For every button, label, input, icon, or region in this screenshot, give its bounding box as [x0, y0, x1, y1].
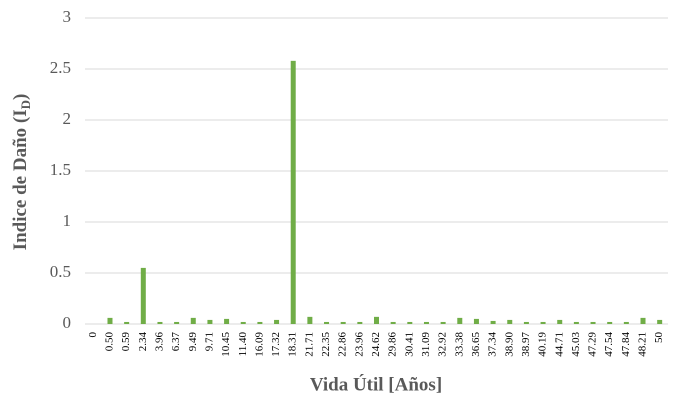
x-tick-label: 44.71 — [553, 332, 565, 357]
bar — [107, 317, 113, 324]
bar — [623, 321, 629, 324]
y-axis-title: Indice de Daño (ID) — [10, 94, 33, 251]
y-tick-label: 2 — [63, 109, 72, 128]
y-axis-title-close: ) — [10, 94, 31, 100]
bar — [607, 321, 613, 324]
x-tick-label: 10.45 — [220, 332, 232, 357]
bar — [440, 321, 446, 324]
bar — [640, 317, 646, 324]
x-tick-label: 0.50 — [104, 332, 116, 352]
bar — [423, 321, 429, 324]
x-tick-label: 9.49 — [187, 332, 199, 352]
x-tick-label: 0.59 — [120, 332, 132, 352]
bar — [490, 320, 496, 324]
bar — [190, 317, 196, 324]
x-tick-label: 38.90 — [503, 332, 515, 357]
x-tick-label: 50 — [653, 332, 665, 344]
bar — [157, 321, 163, 324]
x-tick-label: 29.86 — [387, 332, 399, 357]
bar — [540, 321, 546, 324]
y-axis-title-text: Indice de Daño (I — [10, 109, 31, 250]
bar — [274, 319, 280, 324]
x-tick-label: 37.34 — [487, 332, 499, 357]
x-axis-title: Vida Útil [Años] — [310, 373, 442, 395]
x-tick-label: 16.09 — [253, 332, 265, 357]
bar — [290, 60, 296, 325]
x-tick-label: 40.19 — [537, 332, 549, 357]
x-tick-label: 21.71 — [303, 332, 315, 357]
x-tick-label: 45.03 — [570, 332, 582, 357]
bar — [240, 321, 246, 324]
x-tick-label: 18.31 — [287, 332, 299, 357]
x-tick-label: 3.96 — [153, 332, 165, 352]
bar — [257, 321, 263, 324]
bar — [374, 316, 379, 324]
x-tick-label: 32.92 — [437, 332, 449, 357]
bar — [124, 321, 130, 324]
x-tick-label: 33.38 — [453, 332, 465, 357]
bar — [657, 319, 663, 324]
y-tick-label: 3 — [63, 7, 72, 26]
x-tick-label: 23.96 — [353, 332, 365, 357]
bar — [174, 321, 180, 324]
x-tick-label: 30.41 — [403, 332, 415, 357]
x-tick-label: 31.09 — [420, 332, 432, 357]
x-tick-label: 9.71 — [203, 332, 215, 351]
bar — [324, 321, 330, 324]
x-tick-label: 47.54 — [603, 332, 615, 357]
bar — [557, 319, 563, 324]
bar — [590, 321, 596, 324]
x-tick-label: 48.21 — [637, 332, 649, 357]
y-tick-label: 1 — [63, 211, 72, 230]
x-tick-label: 2.34 — [137, 332, 149, 352]
y-axis-title-subscript: D — [18, 100, 33, 109]
x-tick-label: 47.29 — [587, 332, 599, 357]
x-tick-label: 17.32 — [270, 332, 282, 357]
x-tick-label: 47.84 — [620, 332, 632, 357]
bar — [140, 267, 146, 324]
bar — [473, 318, 479, 324]
y-tick-label: 1.5 — [50, 160, 71, 179]
bar — [507, 319, 513, 324]
bar — [407, 321, 413, 324]
bar — [207, 319, 213, 324]
x-tick-label: 22.35 — [320, 332, 332, 357]
x-tick-label: 24.62 — [370, 332, 382, 357]
bar — [224, 318, 230, 324]
bar — [357, 321, 363, 324]
y-tick-label: 2.5 — [50, 58, 71, 77]
bar — [573, 321, 579, 324]
x-tick-label: 38.97 — [520, 332, 532, 357]
bar — [457, 317, 463, 324]
bar — [523, 321, 529, 324]
bar — [390, 321, 396, 324]
x-tick-label: 6.37 — [170, 332, 182, 352]
x-tick-label: 22.86 — [337, 332, 349, 357]
bar — [307, 316, 313, 324]
x-tick-label: 11.40 — [237, 332, 249, 357]
bar — [340, 321, 346, 324]
y-tick-label: 0.5 — [50, 262, 71, 281]
y-tick-label: 0 — [63, 313, 72, 332]
x-tick-label: 0 — [87, 332, 99, 338]
x-tick-label: 36.65 — [470, 332, 482, 357]
